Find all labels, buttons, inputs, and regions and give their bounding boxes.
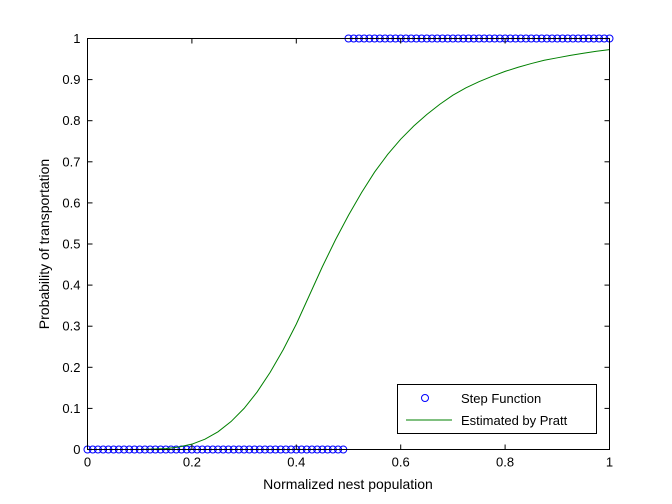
y-axis-label: Probability of transportation [36, 159, 52, 329]
y-tick-label: 0.9 [62, 72, 80, 87]
y-tick-label: 0.6 [62, 195, 80, 210]
x-tick-label: 0.4 [287, 455, 305, 470]
y-tick-label: 0.5 [62, 237, 80, 252]
x-tick-label: 0 [84, 455, 91, 470]
y-tick-label: 0.2 [62, 360, 80, 375]
x-tick-label: 0.6 [392, 455, 410, 470]
legend-label-estimated-by-pratt: Estimated by Pratt [461, 413, 568, 428]
y-tick-label: 0.3 [62, 319, 80, 334]
x-tick-label: 1 [606, 455, 613, 470]
x-tick-label: 0.2 [183, 455, 201, 470]
y-tick-label: 0.1 [62, 401, 80, 416]
legend-marker-step-function [421, 394, 429, 402]
x-tick-label: 0.8 [496, 455, 514, 470]
legend-label-step-function: Step Function [461, 391, 541, 406]
y-tick-label: 0.7 [62, 154, 80, 169]
legend-box [397, 384, 597, 434]
legend: Step Function Estimated by Pratt [397, 384, 597, 434]
series-line-estimated-by-pratt [87, 49, 610, 450]
x-axis-label: Normalized nest population [263, 476, 433, 492]
y-tick-label: 0.4 [62, 278, 80, 293]
y-tick-label: 1 [73, 31, 80, 46]
ticks-layer: 0 0.2 0.4 0.6 0.8 1 0 0.1 0.2 0.3 0.4 0.5 0.6 0.7 0.8 0… [62, 31, 613, 470]
y-tick-label: 0.8 [62, 113, 80, 128]
y-tick-label: 0 [73, 442, 80, 457]
